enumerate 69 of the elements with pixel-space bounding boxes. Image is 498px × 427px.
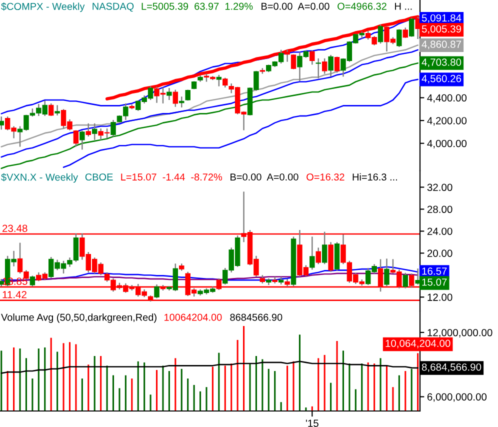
candlestick [216,74,222,87]
text: 5,005.39 [422,25,462,34]
candlestick [402,272,408,289]
data-label: 16.57 [422,267,447,275]
candlestick [409,17,414,38]
candlestick [48,102,54,117]
candlestick [322,58,328,74]
chart-title: $COMPX - Weekly [1,2,85,12]
y-tick-label: 4,200.00 [427,117,467,126]
data-label: 8,684,566.90 [422,363,482,372]
candlestick [110,119,116,138]
annotation: H ... [395,2,412,10]
candlestick [86,122,91,138]
annotation: L=5005.39 63.97 1.29% [142,2,253,10]
candlestick [73,130,79,148]
annotation: 10064204.00 [164,314,222,321]
candlestick [322,231,328,265]
candlestick [396,28,402,48]
text: 15.07 [422,278,447,286]
candlestick [384,258,390,287]
ref-line-label: 11.42 [2,290,26,298]
data-label: 10,064,204.00 [386,340,450,348]
candlestick [80,130,85,150]
y-tick-label: 4,000.00 [427,140,467,148]
candlestick [0,116,4,130]
y-tick-label: 12,000,000.00 [428,328,492,338]
chart-title: Volume Avg (50,50,darkgreen,Red) [1,314,156,323]
y-tick-label: 32.00 [427,184,452,192]
y-tick-label: 12.00 [428,294,452,301]
candlestick [54,104,60,116]
candlestick [222,77,228,88]
annotation: O=4966.32 [338,2,386,10]
candlestick [284,49,290,62]
candlestick [92,122,98,141]
candlestick [154,284,160,299]
data-label: 4,860.87 [422,40,461,50]
y-tick-label: 28.00 [427,206,452,213]
candlestick [316,58,321,79]
chart-subtitle: NASDAQ [92,2,134,12]
data-label: 4,703.80 [422,58,462,68]
chart-subtitle: CBOE [85,173,113,181]
y-tick-label: 20.00 [427,250,452,257]
annotation: 8684566.90 [230,314,282,321]
candlestick [166,87,172,101]
data-label: 5,091.84 [422,14,462,23]
data-label: 4,560.26 [422,74,462,84]
candlestick [310,50,315,66]
candlestick [328,54,334,78]
x-tick-label: '15 [306,420,318,427]
y-tick-label: 24.00 [427,228,452,235]
ref-line-label: 23.48 [2,224,28,232]
y-tick-label: 4,400.00 [427,94,467,103]
candlestick [316,247,321,265]
annotation: O=16.32 [306,173,344,181]
candlestick [179,96,184,108]
chart-title: $VXN.X - Weekly [1,173,78,183]
annotation: B=0.00 A=0.00 [230,173,298,181]
candlestick [310,236,315,270]
candlestick [334,56,340,74]
y-tick-label: 6,000,000.00 [427,393,487,402]
candlestick [402,26,408,38]
candlestick [378,24,384,44]
candlestick [172,89,178,108]
annotation: L=15.07 -1.44 -8.72% [121,173,222,181]
candlestick [30,275,36,288]
line-series [105,15,420,100]
annotation: B=0.00 A=0.00 [262,2,330,10]
ref-line-label: 13.85 [2,278,28,285]
annotation: Hi=16.3 ... [352,173,397,181]
